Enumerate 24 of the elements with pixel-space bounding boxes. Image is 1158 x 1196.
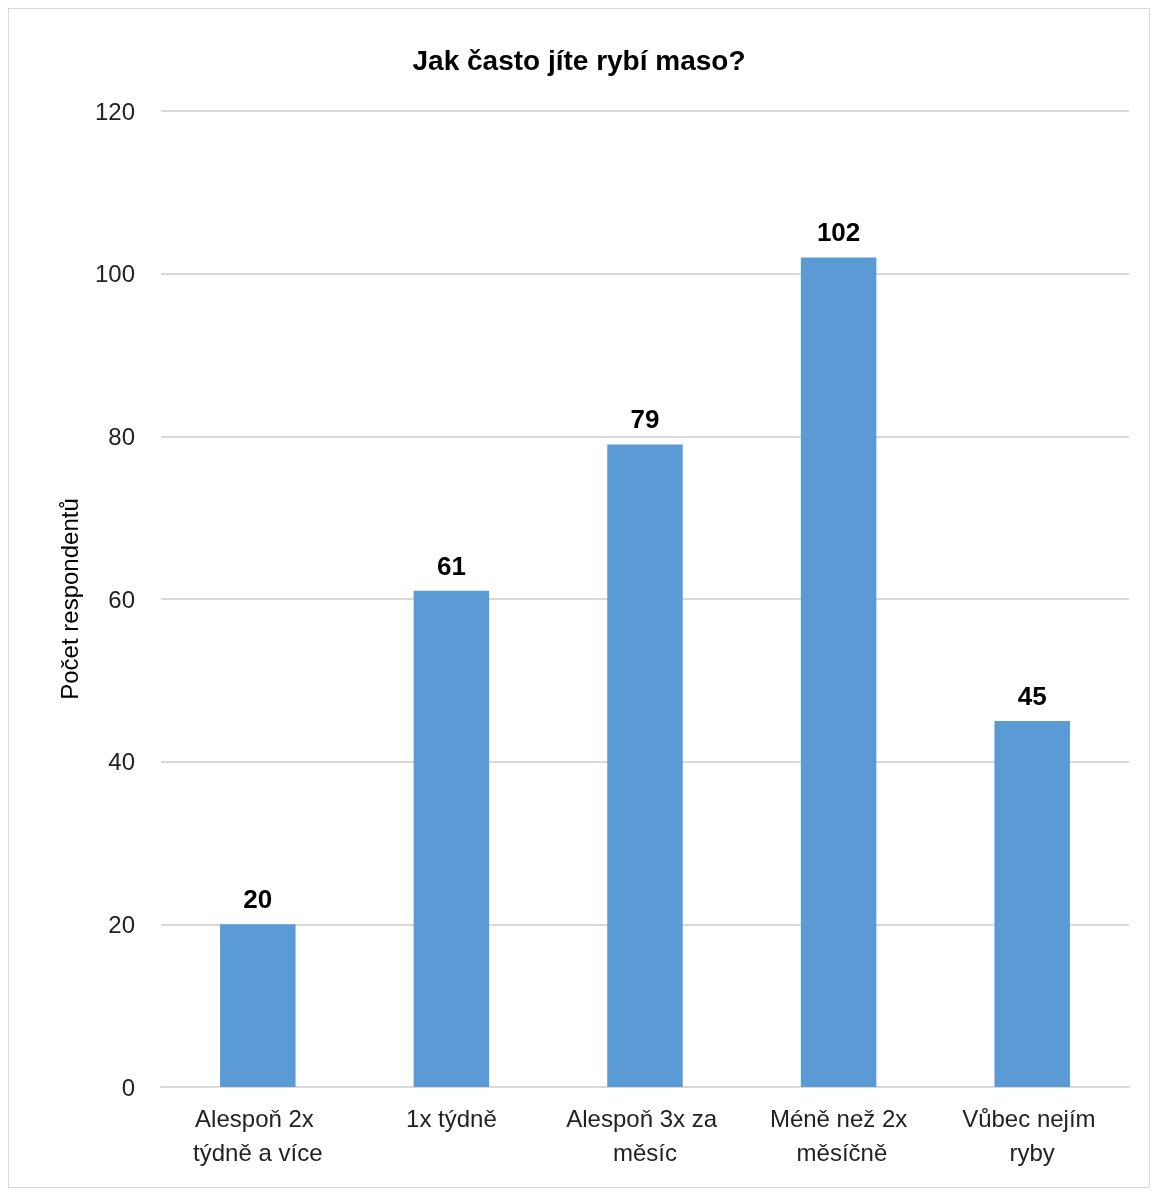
y-tick-label: 20 xyxy=(108,910,135,938)
x-tick-label: Alespoň 2x týdně a více xyxy=(193,1104,323,1166)
y-tick-label: 100 xyxy=(94,260,135,288)
data-label: 61 xyxy=(436,550,466,581)
y-tick-label: 60 xyxy=(108,585,135,613)
chart-title: Jak často jíte rybí maso? xyxy=(412,44,746,76)
bar xyxy=(220,924,296,1087)
data-label: 45 xyxy=(1017,681,1047,711)
bar xyxy=(413,590,490,1087)
bar xyxy=(800,257,877,1087)
bar xyxy=(607,444,683,1087)
y-tick-label: 0 xyxy=(121,1073,135,1101)
y-axis-title: Počet respondentů xyxy=(55,498,83,700)
data-label: 102 xyxy=(816,217,861,248)
data-label: 79 xyxy=(630,404,660,435)
data-label: 20 xyxy=(243,884,273,915)
y-tick-label: 40 xyxy=(108,748,135,776)
x-tick-label: 1x týdně xyxy=(406,1104,497,1132)
x-tick-label: Vůbec nejím ryby xyxy=(962,1104,1103,1166)
x-tick-label: Méně než 2x měsíčně xyxy=(769,1104,908,1166)
y-tick-label: 80 xyxy=(108,422,135,450)
y-tick-label: 120 xyxy=(94,97,135,125)
x-tick-label: Alespoň 3x za měsíc xyxy=(566,1104,724,1166)
bar xyxy=(994,721,1070,1087)
